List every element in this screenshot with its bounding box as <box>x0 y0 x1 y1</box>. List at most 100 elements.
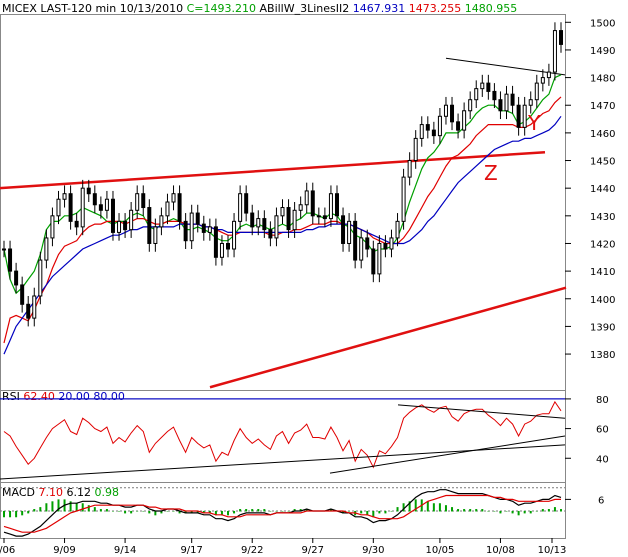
price-bar-body <box>189 212 194 242</box>
price-bar-body <box>44 237 49 261</box>
price-bar-body <box>92 193 97 206</box>
grid-layer <box>0 398 565 512</box>
price-bar-body <box>183 220 188 242</box>
price-bar-body <box>159 215 164 228</box>
x-tick-label: 9/17 <box>180 545 202 556</box>
price-bar-body <box>389 237 394 250</box>
rsi-value-2: 80.00 <box>93 390 125 403</box>
price-tick-label: 1410 <box>590 267 615 278</box>
price-bar-body <box>353 220 358 261</box>
close-label: C=1493.210 <box>187 2 260 15</box>
macd-header: MACD 7.10 6.12 0.98 <box>2 486 119 499</box>
ticker-label: MICEX LAST-120 min <box>2 2 120 15</box>
price-bar-body <box>546 71 551 79</box>
price-bar-body <box>26 303 31 319</box>
rsi-name: RSI <box>2 390 23 403</box>
price-bar-body <box>80 187 85 228</box>
price-tick-label: 1400 <box>590 295 615 306</box>
price-bar-body <box>480 82 485 90</box>
x-tick-label: 9/22 <box>241 545 263 556</box>
price-bar-body <box>371 248 376 275</box>
price-bar-body <box>431 129 436 137</box>
x-tick-label: 9/30 <box>362 545 384 556</box>
x-tick-label: 9/09 <box>53 545 75 556</box>
price-bar-body <box>141 193 146 209</box>
ma-value-2: 1480.955 <box>465 2 518 15</box>
price-bar-body <box>456 121 461 131</box>
price-tick-label: 1470 <box>590 101 615 112</box>
price-bar-body <box>213 226 218 258</box>
macd-value-2: 0.98 <box>94 486 119 499</box>
price-bar-body <box>492 90 497 101</box>
price-bar-body <box>256 218 261 228</box>
price-bar-body <box>559 30 563 45</box>
price-bar-body <box>540 77 545 84</box>
price-bar-body <box>347 220 352 244</box>
macd-tick-label: 6 <box>598 495 604 506</box>
price-bar-body <box>322 215 327 220</box>
macd-layer <box>3 489 562 537</box>
price-bar-body <box>316 215 321 218</box>
price-bar-body <box>328 193 333 220</box>
price-bar-body <box>510 93 515 106</box>
price-bar-body <box>516 104 521 128</box>
rsi-value-1: 20.00 <box>58 390 93 403</box>
price-bar-body <box>334 193 339 217</box>
price-bar-body <box>268 229 273 239</box>
rsi-layer <box>0 400 566 480</box>
price-bar-body <box>286 207 291 231</box>
macd-value-0: 7.10 <box>38 486 66 499</box>
x-tick-label: 10/13 <box>538 545 567 556</box>
annotation-z: Z <box>484 161 498 185</box>
x-tick-label: 9/06 <box>0 545 15 556</box>
price-bar-body <box>498 99 503 112</box>
x-tick-label: 10/08 <box>486 545 515 556</box>
price-bar-body <box>552 30 557 73</box>
price-bar-body <box>153 226 158 244</box>
price-bar-body <box>117 220 122 233</box>
price-bar-body <box>468 99 473 112</box>
signal-line <box>3 494 561 533</box>
rsi-line <box>3 400 562 469</box>
price-bar-body <box>207 226 212 233</box>
price-bar-body <box>280 207 285 217</box>
price-bar-body <box>177 193 182 222</box>
price-bar-body <box>274 215 279 239</box>
support-trendline <box>209 286 567 389</box>
price-bar-body <box>104 198 109 211</box>
price-bar-body <box>123 220 128 231</box>
macd-value-1: 6.12 <box>66 486 94 499</box>
price-bar-body <box>147 207 152 244</box>
resistance-trendline <box>0 150 546 190</box>
price-tick-label: 1490 <box>590 46 615 57</box>
price-bar-body <box>135 193 140 211</box>
indicator-name: ABillW_3LinesII2 <box>260 2 353 15</box>
price-tick-label: 1460 <box>590 129 615 140</box>
price-bar-body <box>522 104 527 128</box>
price-tick-label: 1450 <box>590 157 615 168</box>
price-bar-body <box>395 220 400 239</box>
price-bar-body <box>450 104 455 123</box>
price-bar-body <box>310 190 315 217</box>
price-bar-body <box>20 284 25 305</box>
price-bars-layer <box>2 22 563 327</box>
price-bar-body <box>359 237 364 261</box>
price-bar-body <box>437 115 442 137</box>
rsi-header: RSI 62.40 20.00 80.00 <box>2 390 125 403</box>
price-bar-body <box>443 104 448 117</box>
price-bar-body <box>201 223 206 233</box>
price-tick-label: 1420 <box>590 239 615 250</box>
price-tick-label: 1440 <box>590 184 615 195</box>
ma-value-1: 1473.255 <box>409 2 465 15</box>
rsi-tick-label: 40 <box>596 454 609 465</box>
price-bar-body <box>419 124 424 139</box>
price-bar-body <box>2 248 6 251</box>
price-bar-body <box>383 242 388 250</box>
price-bar-body <box>462 110 467 131</box>
price-bar-body <box>56 198 61 217</box>
price-bar-body <box>86 187 91 195</box>
price-bar-body <box>250 212 255 228</box>
price-bar-body <box>486 82 491 92</box>
price-bar-body <box>377 242 382 275</box>
